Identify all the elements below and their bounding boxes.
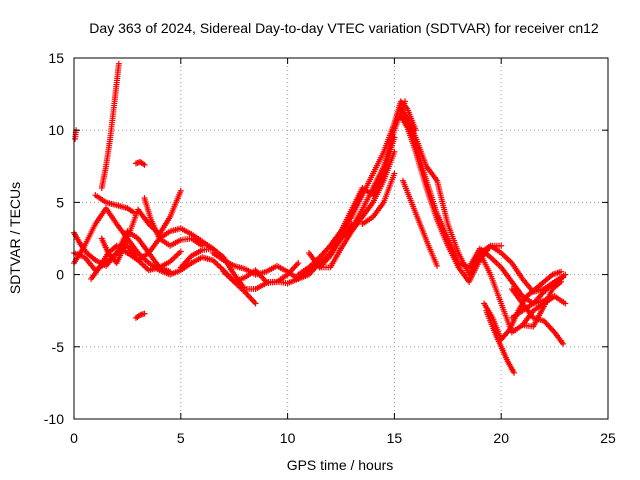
data-point (130, 209, 137, 216)
data-point (141, 161, 148, 168)
series-track-1 (72, 127, 80, 142)
data-point (177, 187, 184, 194)
y-tick-label: 15 (48, 50, 64, 66)
data-point (511, 369, 518, 376)
series-track-19 (359, 170, 398, 228)
series-track-5 (71, 205, 259, 307)
x-tick-label: 0 (70, 430, 78, 446)
data-point (177, 248, 184, 255)
data-point (562, 300, 569, 307)
series-track-14 (220, 260, 302, 285)
tick-marks (73, 57, 609, 420)
series-track-29 (519, 278, 565, 330)
data-points (71, 60, 569, 376)
data-point (391, 170, 398, 177)
y-tick-label: -5 (52, 339, 65, 355)
data-point (560, 274, 567, 281)
x-tick-labels: 0 5 10 15 20 25 (70, 430, 616, 446)
x-axis-title: GPS time / hours (287, 457, 394, 473)
y-tick-label: 0 (56, 267, 64, 283)
series-track-9 (132, 158, 148, 168)
x-tick-label: 20 (493, 430, 509, 446)
y-tick-label: -10 (44, 411, 64, 427)
y-tick-label: 5 (56, 194, 64, 210)
data-point (115, 60, 122, 67)
data-point (560, 340, 567, 347)
y-axis-title: SDTVAR / TECUs (7, 182, 23, 294)
data-point (551, 293, 558, 300)
data-point (402, 98, 409, 105)
series-track-11 (141, 195, 206, 249)
x-tick-label: 15 (387, 430, 403, 446)
series-track-26 (481, 268, 565, 343)
data-point (295, 260, 302, 267)
data-point (498, 242, 505, 249)
plot-frame (73, 57, 609, 420)
series-track-17 (316, 98, 409, 271)
x-tick-label: 10 (280, 430, 296, 446)
series-track-18 (327, 134, 398, 249)
y-tick-labels: -10 -5 0 5 10 15 (44, 50, 64, 427)
series-track-10 (132, 310, 148, 321)
y-tick-label: 10 (48, 122, 64, 138)
x-tick-label: 25 (600, 430, 616, 446)
data-point (434, 262, 441, 269)
series-track-2 (98, 60, 122, 191)
data-point (141, 310, 148, 317)
series-track-27 (508, 286, 567, 347)
series-track-28 (508, 293, 558, 321)
data-point (391, 134, 398, 141)
data-point (558, 278, 565, 285)
series-track-15 (295, 98, 419, 278)
x-tick-label: 5 (177, 430, 185, 446)
data-point (252, 300, 259, 307)
data-point (558, 268, 565, 275)
chart-title: Day 363 of 2024, Sidereal Day-to-day VTE… (89, 20, 599, 36)
series-track-23 (399, 177, 441, 269)
series-track-8 (92, 192, 137, 216)
series-track-22 (397, 105, 567, 307)
